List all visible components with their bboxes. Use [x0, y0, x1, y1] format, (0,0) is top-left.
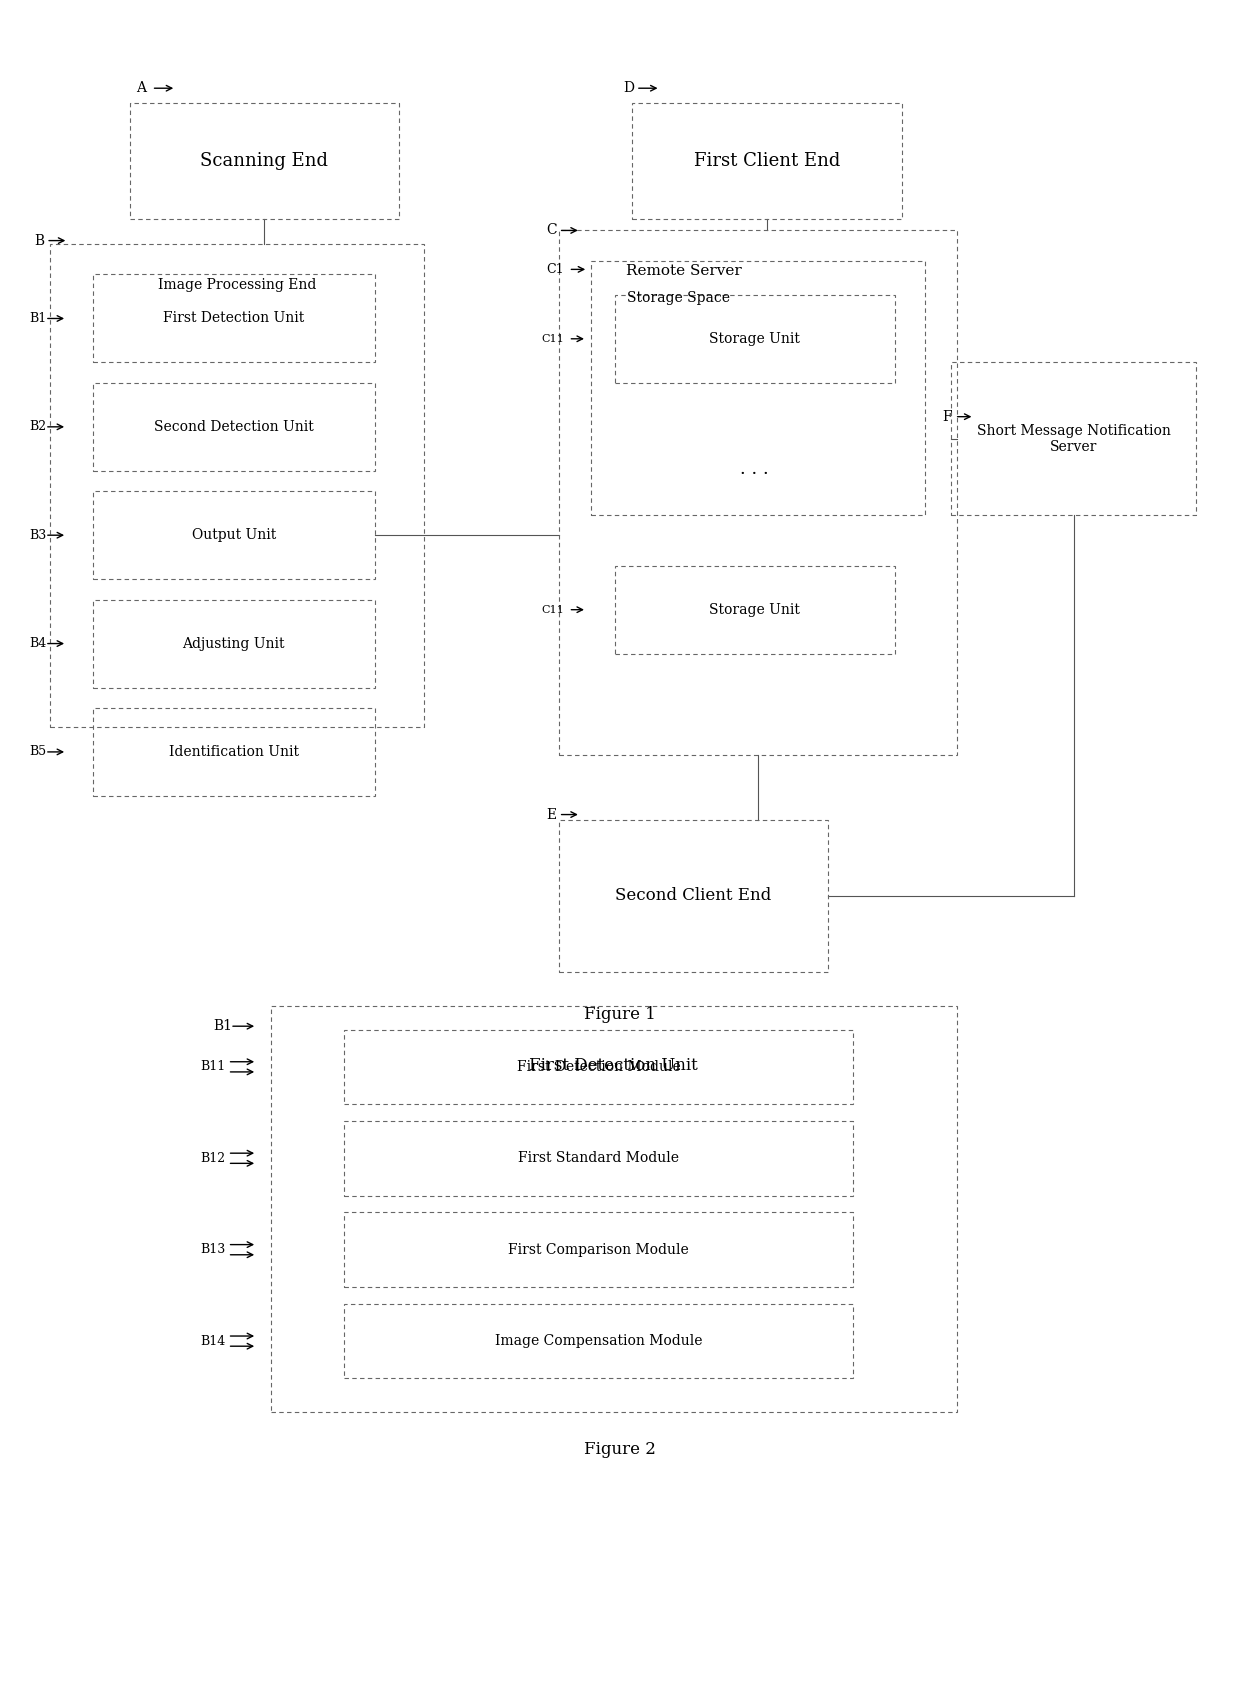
Text: B11: B11	[201, 1060, 226, 1074]
Text: Scanning End: Scanning End	[201, 152, 329, 171]
Text: Second Client End: Second Client End	[615, 888, 771, 905]
Text: Storage Space: Storage Space	[627, 292, 730, 306]
Bar	[632, 104, 901, 218]
Text: Image Processing End: Image Processing End	[157, 278, 316, 292]
Bar	[345, 1212, 853, 1287]
Text: B1: B1	[213, 1019, 232, 1033]
Text: Short Message Notification
Server: Short Message Notification Server	[977, 423, 1171, 454]
Bar	[590, 261, 925, 516]
Text: Storage Unit: Storage Unit	[709, 331, 800, 347]
Text: C: C	[547, 224, 557, 237]
Text: Figure 2: Figure 2	[584, 1441, 656, 1458]
Text: Output Unit: Output Unit	[192, 527, 277, 543]
Bar	[559, 819, 828, 971]
Text: · · ·: · · ·	[740, 466, 769, 483]
Bar	[345, 1121, 853, 1195]
Text: B1: B1	[29, 312, 46, 324]
Text: B4: B4	[29, 637, 46, 650]
Text: B5: B5	[29, 746, 46, 758]
Text: Identification Unit: Identification Unit	[169, 744, 299, 760]
Text: Second Detection Unit: Second Detection Unit	[154, 420, 314, 434]
Text: Storage Unit: Storage Unit	[709, 603, 800, 616]
Bar	[93, 599, 374, 688]
Text: B13: B13	[201, 1243, 226, 1256]
Text: B3: B3	[29, 529, 46, 541]
Text: First Detection Module: First Detection Module	[517, 1060, 681, 1074]
Bar	[270, 1005, 957, 1412]
Text: B12: B12	[201, 1152, 226, 1164]
Bar	[129, 104, 399, 218]
Text: First Detection Unit: First Detection Unit	[529, 1057, 698, 1074]
Text: First Standard Module: First Standard Module	[518, 1151, 680, 1166]
Text: Image Compensation Module: Image Compensation Module	[495, 1335, 702, 1349]
Bar	[345, 1029, 853, 1104]
Text: Adjusting Unit: Adjusting Unit	[182, 637, 285, 650]
Text: First Client End: First Client End	[694, 152, 841, 171]
Text: B14: B14	[201, 1335, 226, 1347]
Text: Remote Server: Remote Server	[626, 265, 742, 278]
Bar	[93, 382, 374, 471]
Text: E: E	[547, 807, 557, 821]
Text: First Comparison Module: First Comparison Module	[508, 1243, 689, 1256]
Text: B: B	[33, 234, 45, 248]
Text: B2: B2	[29, 420, 46, 434]
Bar	[559, 230, 957, 754]
Bar	[615, 295, 894, 382]
Bar	[93, 492, 374, 579]
Text: C1: C1	[547, 263, 564, 277]
Text: D: D	[624, 82, 635, 96]
Text: F: F	[942, 410, 952, 423]
Text: First Detection Unit: First Detection Unit	[164, 311, 304, 326]
Text: C11: C11	[542, 604, 564, 615]
Bar	[93, 708, 374, 795]
Bar	[345, 1304, 853, 1378]
Text: Figure 1: Figure 1	[584, 1005, 656, 1022]
Text: A: A	[135, 82, 145, 96]
Bar	[951, 362, 1197, 516]
Bar	[93, 275, 374, 362]
Bar	[50, 244, 424, 727]
Bar	[615, 565, 894, 654]
Text: C11: C11	[542, 335, 564, 343]
